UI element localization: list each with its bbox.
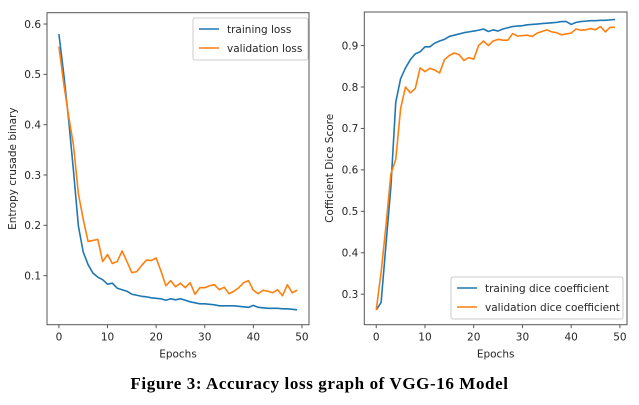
figure-caption: Figure 3: Accuracy loss graph of VGG-16 … bbox=[130, 374, 509, 393]
y-tick-label: 0.3 bbox=[342, 289, 359, 301]
y-tick-label: 0.6 bbox=[342, 165, 359, 177]
axes-frame bbox=[363, 11, 628, 326]
x-tick-label: 30 bbox=[516, 332, 529, 344]
x-tick-label: 0 bbox=[56, 332, 63, 344]
legend: training dice coefficient validation dice… bbox=[450, 276, 624, 320]
y-tick-label: 0.1 bbox=[24, 270, 41, 282]
y-tick-label: 0.4 bbox=[342, 248, 359, 260]
axes-frame bbox=[46, 12, 310, 326]
y-tick-label: 0.5 bbox=[24, 69, 41, 81]
x-axis-label: Epochs bbox=[477, 349, 515, 361]
series-line-training-loss bbox=[58, 33, 298, 311]
y-axis-label: Entropy crusade binary bbox=[7, 107, 19, 229]
y-tick-label: 0.8 bbox=[342, 82, 359, 94]
figure: 0 10 20 30 40 50 0.1 0.2 0.3 0.4 0.5 0.6 Epochs Entro… bbox=[7, 11, 628, 361]
x-tick-label: 30 bbox=[198, 332, 211, 344]
legend-box bbox=[450, 276, 624, 320]
legend-label: validation loss bbox=[227, 43, 302, 55]
y-axis-label: Cofficient Dice Score bbox=[324, 114, 336, 223]
x-tick-label: 40 bbox=[565, 332, 578, 344]
series-line-training-dice-coefficient bbox=[375, 18, 616, 311]
x-tick-label: 40 bbox=[247, 332, 260, 344]
x-tick-label: 0 bbox=[373, 332, 380, 344]
loss-chart: 0 10 20 30 40 50 0.1 0.2 0.3 0.4 0.5 0.6 Epochs Entro… bbox=[7, 12, 310, 361]
x-tick-label: 20 bbox=[149, 332, 162, 344]
y-tick-label: 0.9 bbox=[342, 40, 359, 52]
y-tick-label: 0.2 bbox=[24, 220, 41, 232]
y-tick-label: 0.7 bbox=[342, 123, 359, 135]
x-tick-label: 20 bbox=[467, 332, 480, 344]
legend-box bbox=[192, 17, 309, 61]
x-tick-label: 50 bbox=[295, 332, 308, 344]
legend-label: training loss bbox=[227, 24, 291, 36]
y-tick-label: 0.6 bbox=[24, 19, 41, 31]
series-line-validation-loss bbox=[58, 46, 298, 297]
y-tick-label: 0.4 bbox=[24, 119, 41, 131]
x-tick-label: 10 bbox=[101, 332, 114, 344]
x-axis-label: Epochs bbox=[159, 349, 197, 361]
legend-label: validation dice coefficient bbox=[485, 302, 620, 314]
x-tick-label: 50 bbox=[613, 332, 626, 344]
x-tick-label: 10 bbox=[418, 332, 431, 344]
legend: training loss validation loss bbox=[192, 17, 309, 61]
legend-label: training dice coefficient bbox=[485, 283, 609, 295]
y-tick-label: 0.5 bbox=[342, 206, 359, 218]
dice-chart: 0 10 20 30 40 50 0.3 0.4 0.5 0.6 0.7 0.8 0.9 Epochs Co… bbox=[324, 11, 628, 361]
y-tick-label: 0.3 bbox=[24, 170, 41, 182]
series-line-validation-dice-coefficient bbox=[375, 25, 616, 311]
